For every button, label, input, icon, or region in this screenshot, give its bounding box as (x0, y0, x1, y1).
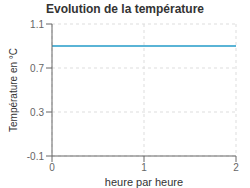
svg-text:-0.1: -0.1 (27, 151, 45, 162)
svg-text:0.7: 0.7 (30, 63, 44, 74)
svg-text:0: 0 (49, 162, 55, 173)
svg-text:0.3: 0.3 (30, 107, 44, 118)
svg-text:Température en °C: Température en °C (8, 48, 19, 132)
html-text:Evolution de la température: Evolution de la température (46, 2, 204, 16)
svg-text:1.1: 1.1 (30, 19, 44, 30)
svg-text:2: 2 (233, 162, 239, 173)
svg-text:heure par heure: heure par heure (105, 176, 183, 188)
svg-text:1: 1 (141, 162, 147, 173)
